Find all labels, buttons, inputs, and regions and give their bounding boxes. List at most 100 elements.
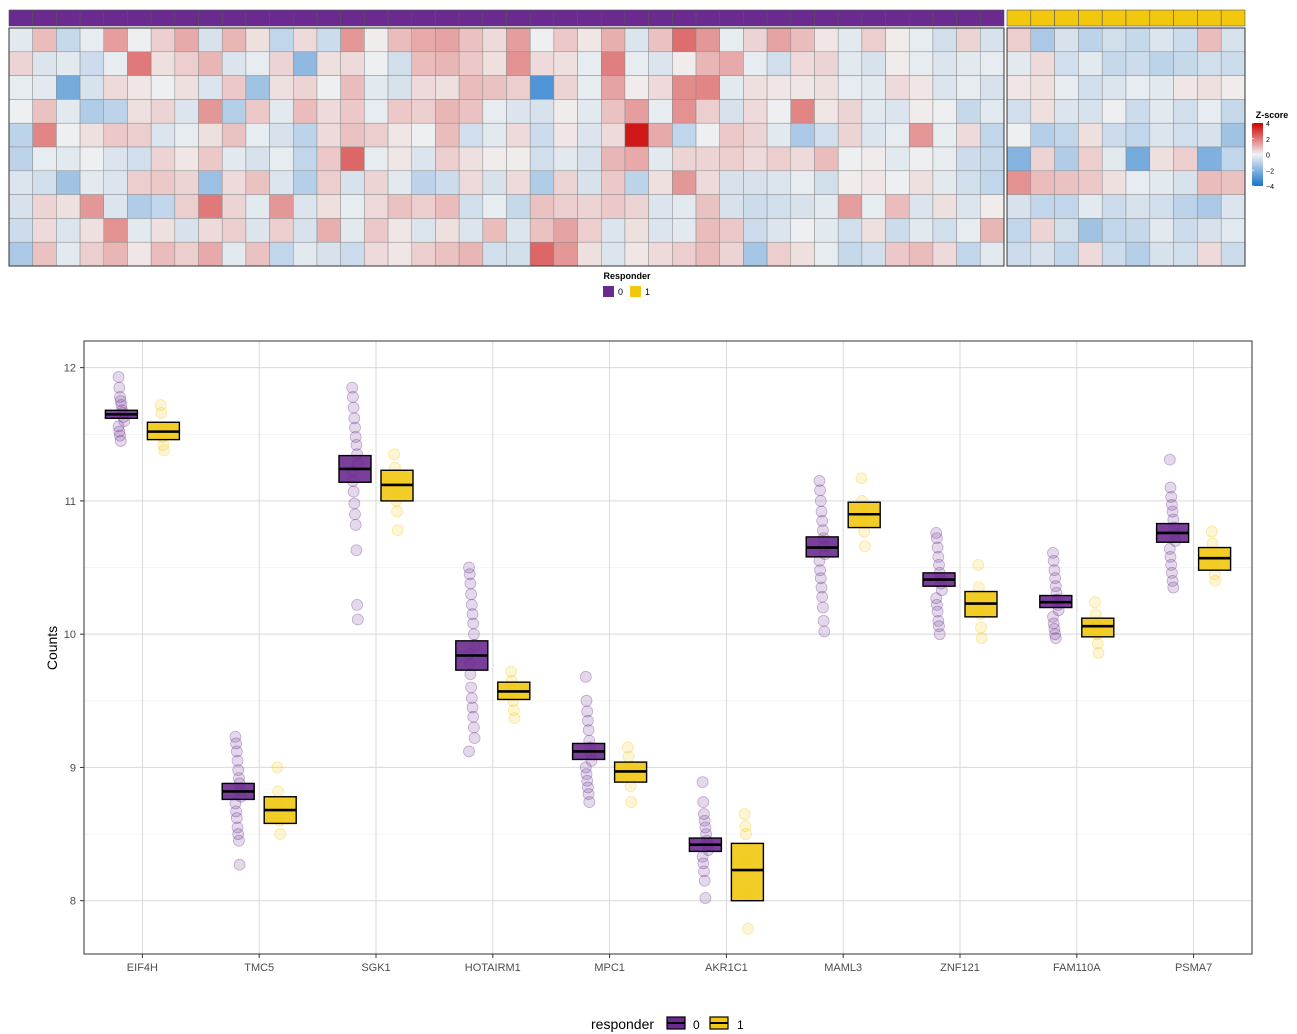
heatmap-cell xyxy=(150,75,176,100)
heatmap-cell xyxy=(387,99,412,124)
data-point-series-0 xyxy=(813,475,826,487)
heatmap-cell xyxy=(435,194,460,219)
heatmap-cell xyxy=(1101,218,1127,243)
heatmap-cell xyxy=(1220,75,1246,100)
heatmap-cell xyxy=(198,146,223,172)
heatmap-cell xyxy=(553,218,578,243)
data-point-series-0 xyxy=(112,420,125,433)
heatmap-cell xyxy=(743,170,768,195)
heatmap-cell xyxy=(221,75,247,100)
heatmap-cell xyxy=(174,75,199,100)
annotation-cell-group-0 xyxy=(624,9,649,27)
heatmap-cell xyxy=(1220,27,1246,53)
heatmap-cell xyxy=(1173,194,1198,219)
heatmap-cell xyxy=(956,170,981,195)
heatmap-cell xyxy=(293,27,318,53)
heatmap-cell xyxy=(766,146,792,172)
heatmap-cell xyxy=(980,170,1005,195)
heatmap-cell xyxy=(908,170,934,195)
annotation-cell-group-1 xyxy=(1173,9,1198,27)
heatmap-cell xyxy=(79,122,105,148)
heatmap-cell xyxy=(1054,75,1079,100)
heatmap-cell xyxy=(340,146,365,172)
heatmap-cell xyxy=(79,194,105,219)
heatmap-cell xyxy=(293,51,318,76)
y-tick-label: 10 xyxy=(64,629,76,641)
heatmap-cell xyxy=(1030,122,1055,148)
heatmap-cell xyxy=(1054,241,1079,267)
heatmap-cell xyxy=(553,146,578,172)
data-point-series-0 xyxy=(1048,622,1061,635)
annotation-cell-group-0 xyxy=(719,9,744,27)
heatmap-cell xyxy=(624,75,649,100)
data-point-series-0 xyxy=(348,497,361,510)
heatmap-cell xyxy=(79,75,105,100)
box-FAM110A-series-1 xyxy=(1081,617,1115,638)
heatmap-cell xyxy=(32,122,57,148)
zscore-legend-title: Z-score xyxy=(1256,110,1289,120)
heatmap-cell xyxy=(1078,146,1103,172)
heatmap-cell xyxy=(364,146,389,172)
data-point-series-1 xyxy=(740,828,752,840)
heatmap-cell xyxy=(32,170,57,195)
data-point-series-0 xyxy=(582,788,595,800)
data-point-series-0 xyxy=(467,617,480,630)
heatmap-cell xyxy=(672,218,697,243)
box-legend-title: responder xyxy=(591,1016,654,1032)
heatmap-cell xyxy=(719,218,744,243)
heatmap-cell xyxy=(387,241,412,267)
data-point-series-0 xyxy=(932,550,945,563)
heatmap-cell xyxy=(1101,75,1127,100)
heatmap-cell xyxy=(1149,241,1174,267)
responder-legend-label-0: 0 xyxy=(618,287,623,297)
heatmap-cell xyxy=(1125,218,1151,243)
heatmap-cell xyxy=(1030,146,1055,172)
annotation-cell-group-0 xyxy=(482,9,507,27)
heatmap-cell xyxy=(861,241,886,267)
annotation-cell-group-0 xyxy=(458,9,484,27)
heatmap-cell xyxy=(269,99,294,124)
data-point-series-0 xyxy=(931,532,943,545)
heatmap-cell xyxy=(411,170,436,195)
heatmap-cell xyxy=(908,27,934,53)
heatmap-cell xyxy=(861,51,886,76)
data-point-series-1 xyxy=(622,750,635,763)
annotation-cell-group-0 xyxy=(980,9,1005,27)
heatmap-cell xyxy=(1220,146,1246,172)
annotation-cell-group-0 xyxy=(198,9,223,27)
data-point-series-0 xyxy=(931,541,944,554)
heatmap-cell xyxy=(435,218,460,243)
heatmap-cell xyxy=(885,122,910,148)
data-point-series-1 xyxy=(391,505,403,518)
heatmap-cell xyxy=(79,170,105,195)
heatmap-cell xyxy=(766,194,792,219)
heatmap-cell xyxy=(861,75,886,100)
annotation-cell-group-0 xyxy=(553,9,578,27)
data-point-series-0 xyxy=(814,572,827,585)
heatmap-cell xyxy=(127,122,152,148)
annotation-cell-group-1 xyxy=(1030,9,1055,27)
heatmap-cell xyxy=(103,122,128,148)
heatmap-cell xyxy=(624,146,649,172)
heatmap-cell xyxy=(1197,218,1222,243)
heatmap-cell xyxy=(32,241,57,267)
data-point-series-0 xyxy=(815,581,828,594)
annotation-cell-group-0 xyxy=(956,9,981,27)
heatmap-cell xyxy=(387,194,412,219)
heatmap-cell xyxy=(174,27,199,53)
data-point-series-0 xyxy=(350,544,363,557)
data-point-series-0 xyxy=(933,628,946,641)
heatmap-cell xyxy=(8,218,33,243)
heatmap-cell xyxy=(956,99,981,124)
heatmap-cell xyxy=(932,75,957,100)
heatmap-cell xyxy=(32,146,57,172)
heatmap-cell xyxy=(458,99,484,124)
heatmap-cell xyxy=(387,146,412,172)
data-point-series-0 xyxy=(1049,580,1062,593)
heatmap-cell xyxy=(553,194,578,219)
heatmap-cell xyxy=(316,51,341,76)
heatmap-cell xyxy=(150,27,176,53)
annotation-cell-group-0 xyxy=(885,9,910,27)
heatmap-cell xyxy=(316,218,341,243)
heatmap-cell xyxy=(150,194,176,219)
